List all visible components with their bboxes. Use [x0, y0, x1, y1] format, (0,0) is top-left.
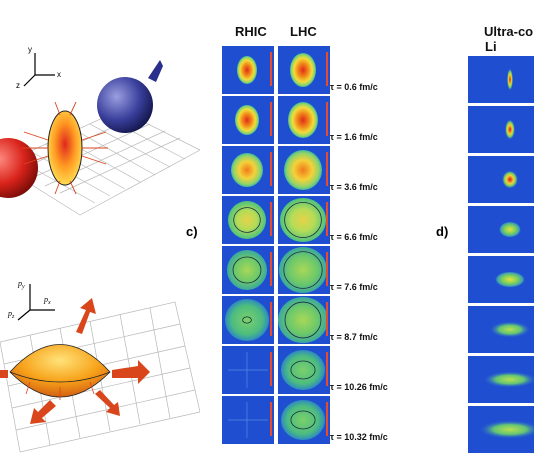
time-label: τ = 3.6 fm/c: [330, 182, 378, 192]
time-label: τ = 7.6 fm/c: [330, 282, 378, 292]
momentum-space-svg: py px pz: [0, 279, 200, 453]
time-label: τ = 10.26 fm/c: [330, 382, 388, 392]
atom-cloud: [480, 420, 534, 439]
atom-cloud: [484, 371, 534, 388]
nucleus-red: [0, 138, 38, 198]
color-scale-bar: [270, 152, 272, 186]
atom-cloud: [502, 170, 518, 189]
svg-text:pz: pz: [7, 309, 15, 320]
axis-pz-label: p: [7, 309, 12, 318]
axis-py-label: p: [17, 279, 22, 288]
hydro-fireball: [227, 250, 267, 290]
flow-arrows: [22, 101, 108, 195]
axis-z-label: z: [16, 81, 20, 90]
hydro-fireball: [290, 53, 316, 87]
axis-px-label: p: [43, 295, 48, 304]
color-scale-bar: [270, 102, 272, 136]
hydro-fireball: [279, 247, 327, 293]
color-scale-bar: [326, 402, 328, 436]
hydro-fireball: [284, 150, 322, 190]
color-scale-bar: [270, 402, 272, 436]
color-scale-bar: [270, 302, 272, 336]
panel-a-collision-schematic: y x z: [0, 40, 200, 230]
hydro-fireball: [237, 56, 257, 84]
hydro-fireball: [225, 299, 269, 341]
col-header-lhc: LHC: [290, 24, 317, 39]
svg-text:px: px: [43, 295, 51, 306]
axes-p: [17, 284, 55, 321]
cold-atoms-strip: [468, 56, 534, 456]
panel-d-title-line1: Ultra-co: [484, 24, 534, 39]
svg-text:py: py: [17, 279, 25, 290]
axis-pz-sub: z: [11, 314, 15, 320]
hydro-fireball: [235, 105, 259, 135]
panel-c-label: c): [186, 224, 198, 239]
hydro-fireball: [278, 297, 328, 343]
axis-x-label: x: [57, 70, 61, 79]
atom-cloud: [505, 119, 515, 140]
freezeout-contour: [233, 207, 261, 233]
axis-px-sub: x: [47, 300, 51, 306]
col-header-rhic: RHIC: [235, 24, 267, 39]
color-scale-bar: [326, 152, 328, 186]
time-label: τ = 10.32 fm/c: [330, 432, 388, 442]
atom-cloud-frame: [468, 106, 534, 153]
atom-cloud-frame: [468, 156, 534, 203]
hydro-fireball: [281, 400, 325, 440]
freezeout-contour: [290, 360, 316, 380]
freezeout-contour: [242, 316, 252, 324]
freezeout-contour: [283, 251, 323, 289]
color-scale-bar: [270, 252, 272, 286]
axes-xyz: [23, 53, 55, 87]
freezeout-contour: [232, 256, 262, 284]
axis-py-sub: y: [21, 284, 25, 290]
freezeout-contour: [284, 301, 322, 339]
atom-cloud-frame: [468, 56, 534, 103]
freezeout-contour: [290, 410, 316, 430]
momentum-arrows: [0, 298, 150, 424]
hydro-grid: [222, 44, 332, 444]
color-scale-bar: [270, 202, 272, 236]
hydro-fireball: [231, 153, 263, 187]
color-scale-bar: [326, 102, 328, 136]
color-scale-bar: [326, 52, 328, 86]
hydro-fireball: [228, 201, 266, 239]
small-arrows: [25, 381, 95, 400]
nucleus-blue: [97, 60, 163, 133]
color-scale-bar: [326, 252, 328, 286]
time-labels: τ = 0.6 fm/c τ = 1.6 fm/c τ = 3.6 fm/c τ…: [330, 44, 410, 444]
panel-d-label: d): [436, 224, 449, 239]
freezeout-contour: [284, 201, 322, 238]
time-label: τ = 6.6 fm/c: [330, 232, 378, 242]
hydro-snapshots-svg: [222, 46, 330, 444]
axis-y-label: y: [28, 45, 32, 54]
atom-cloud: [499, 221, 521, 238]
hydro-fireball: [288, 102, 318, 138]
hydro-fireball: [281, 350, 325, 390]
color-scale-bar: [326, 352, 328, 386]
color-scale-bar: [270, 352, 272, 386]
atom-cloud: [507, 68, 513, 91]
collision-geometry-svg: y x z: [0, 45, 200, 216]
panel-b-momentum-schematic: py px pz: [0, 262, 200, 457]
color-scale-bar: [270, 52, 272, 86]
time-label: τ = 8.7 fm/c: [330, 332, 378, 342]
time-label: τ = 0.6 fm/c: [330, 82, 378, 92]
almond-overlap: [47, 110, 83, 186]
atom-cloud: [490, 321, 530, 338]
hydro-fireball: [280, 198, 326, 242]
color-scale-bar: [326, 302, 328, 336]
cold-atoms-svg: [468, 56, 534, 453]
time-label: τ = 1.6 fm/c: [330, 132, 378, 142]
atom-cloud: [495, 271, 525, 288]
color-scale-bar: [326, 202, 328, 236]
